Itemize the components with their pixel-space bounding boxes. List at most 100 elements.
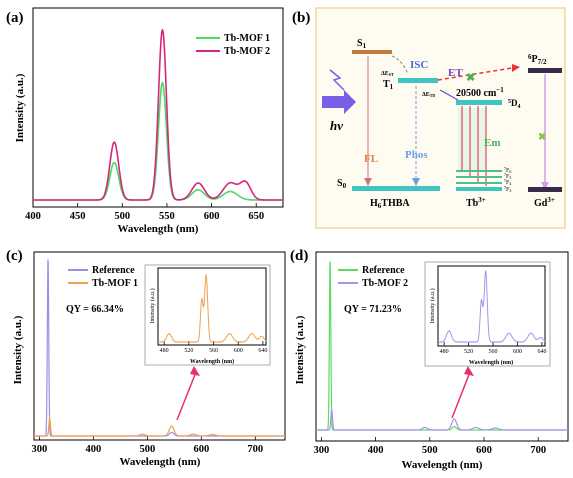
- legend-label-reference: Reference: [92, 265, 135, 276]
- f-levels: [456, 170, 502, 191]
- panel-c-legend: Reference Tb-MOF 1: [68, 265, 138, 289]
- x-tick-label: 650: [248, 211, 264, 222]
- x-tick-label: 550: [159, 211, 175, 222]
- panel-a-series-lines: [33, 28, 283, 201]
- x-tick-label: 500: [114, 211, 130, 222]
- excitation-arrow: [322, 69, 356, 114]
- blocked-cross-icon: ✖: [466, 72, 475, 84]
- legend-label-reference: Reference: [362, 265, 405, 276]
- f6-label: 7F6: [504, 166, 511, 174]
- panel-c-series-lines: [34, 259, 285, 437]
- gd-blocked-cross-icon: ✖: [538, 132, 546, 143]
- inset-d-x-label: Wavelength (nm): [469, 359, 513, 366]
- legend-label-tb-mof-2: Tb-MOF 2: [362, 278, 408, 289]
- panel-d-plot-frame: [315, 251, 569, 442]
- t1-label: T1: [383, 79, 394, 91]
- ligand-label: H6THBA: [370, 198, 410, 210]
- panel-c-x-axis-label: Wavelength (nm): [120, 456, 201, 468]
- x-tick-label: 500: [422, 445, 438, 456]
- dest-label: ΔEST: [381, 71, 394, 77]
- f3-label: 7F3: [504, 185, 511, 193]
- x-tick-label: 560: [489, 349, 498, 355]
- x-tick-label: 520: [464, 349, 473, 355]
- diagram-frame: [315, 7, 566, 229]
- legend-label-tb-mof-1: Tb-MOF 1: [92, 278, 138, 289]
- phos-label: Phos: [405, 149, 428, 161]
- x-tick-label: 300: [32, 444, 48, 455]
- chart-panel-d: (d) 300 400 500 600 700 Wavelength (nm) Inte…: [290, 248, 569, 471]
- x-tick-label: 400: [25, 211, 41, 222]
- panel-c-plot-frame: [33, 251, 286, 441]
- s1-level: [352, 50, 392, 54]
- panel-d-y-axis-label: Intensity (a.u.): [294, 315, 306, 384]
- inset-c-pointer: [176, 371, 197, 421]
- series-line-tb-mof-2: [316, 409, 568, 431]
- x-tick-label: 560: [209, 348, 218, 354]
- panel-a-plot-frame: [32, 7, 284, 208]
- gd-label: Gd3+: [534, 196, 555, 209]
- x-tick-label: 700: [530, 445, 546, 456]
- panel-b-label: (b): [292, 10, 310, 26]
- x-tick-label: 520: [184, 348, 193, 354]
- series-line-tb-mof-1: [34, 416, 285, 437]
- panel-a-label: (a): [6, 10, 24, 26]
- x-tick-label: 450: [70, 211, 86, 222]
- inset-c-x-label: Wavelength (nm): [190, 358, 234, 365]
- et-arrow: [437, 67, 513, 81]
- x-tick-label: 480: [160, 348, 169, 354]
- series-line-tb-mof-2: [33, 28, 283, 201]
- x-tick-label: 600: [476, 445, 492, 456]
- em-label: Em: [484, 137, 501, 149]
- t1-level: [398, 78, 438, 83]
- panel-c-x-ticks: 300 400 500 600 700: [32, 436, 263, 455]
- d4-level: [456, 100, 502, 105]
- inset-c-line: [157, 273, 267, 343]
- panel-a-legend: Tb-MOF 1 Tb-MOF 2: [196, 33, 270, 57]
- p72-label: 6P7/2: [528, 53, 547, 66]
- panel-d-x-ticks: 300 400 500 600 700: [314, 437, 546, 456]
- x-tick-label: 480: [440, 349, 449, 355]
- f4-label: 7F4: [504, 178, 511, 186]
- f5-label: 7F5: [504, 172, 511, 180]
- series-line-inset: [437, 270, 546, 343]
- inset-d-pointer: [451, 371, 471, 419]
- panel-a-x-axis-label: Wavelength (nm): [118, 223, 199, 235]
- panel-c-label: (c): [6, 248, 23, 264]
- em-arrows: [458, 106, 487, 186]
- x-tick-label: 400: [86, 444, 102, 455]
- inset-c-y-label: Intensity (a.u.): [149, 288, 156, 323]
- dtd-arrow: [439, 89, 459, 101]
- s0-level: [352, 186, 440, 191]
- x-tick-label: 700: [247, 444, 263, 455]
- x-tick-label: 400: [368, 445, 384, 456]
- dtd-label: ΔETD: [422, 92, 435, 98]
- panel-a-x-ticks: 400 450 500 550 600 650: [25, 203, 264, 222]
- x-tick-label: 640: [258, 348, 267, 354]
- panel-d-x-axis-label: Wavelength (nm): [402, 459, 483, 471]
- fl-label: FL: [364, 153, 378, 165]
- panel-d-label: (d): [290, 248, 308, 264]
- qy-annotation: QY = 71.23%: [344, 304, 402, 315]
- x-tick-label: 600: [513, 349, 522, 355]
- x-tick-label: 600: [204, 211, 220, 222]
- x-tick-label: 500: [139, 444, 155, 455]
- legend-label-tb-mof-1: Tb-MOF 1: [224, 33, 270, 44]
- series-line-inset: [157, 273, 267, 343]
- d4-term-label: 5D4: [508, 98, 521, 110]
- x-tick-label: 640: [537, 349, 546, 355]
- chart-panel-a: (a) 400 450 500 550 600 650 Wavelength (nm) I…: [6, 7, 284, 235]
- panel-c-y-axis-label: Intensity (a.u.): [12, 315, 24, 384]
- isc-arrow: [391, 55, 409, 75]
- inset-d-y-label: Intensity (a.u.): [429, 288, 436, 323]
- qy-annotation: QY = 66.34%: [66, 304, 124, 315]
- inset-c-frame: [144, 264, 271, 366]
- x-tick-label: 300: [314, 445, 330, 456]
- panel-d-legend: Reference Tb-MOF 2: [338, 265, 408, 289]
- lightning-icon: [329, 69, 345, 91]
- et-label: ET: [448, 67, 463, 79]
- s0-label: S0: [337, 178, 347, 190]
- inset-d-line: [437, 270, 546, 343]
- chart-panel-c: (c) 300 400 500 600 700 Wavelength (nm) Inte…: [6, 248, 286, 468]
- gd-p72-level: [528, 68, 562, 73]
